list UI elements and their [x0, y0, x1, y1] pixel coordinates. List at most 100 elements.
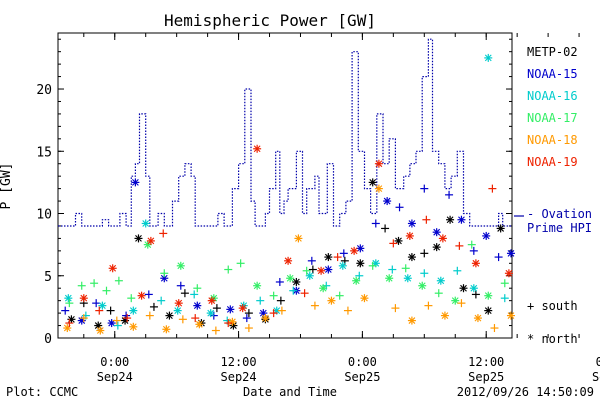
y-tick-label: 5: [44, 270, 52, 285]
legend-south-note: + south: [527, 299, 578, 313]
data-point-noaa-19: [95, 306, 104, 315]
data-point-noaa-17: [102, 286, 111, 295]
data-point-noaa-17: [368, 261, 377, 270]
data-point-noaa-19: [300, 289, 309, 298]
data-point-metp-02: [106, 306, 115, 315]
point-stroke: [98, 302, 106, 310]
data-point-noaa-15: [407, 219, 416, 228]
data-point-noaa-15: [275, 277, 284, 286]
data-point-noaa-18: [244, 324, 253, 333]
point-stroke: [286, 274, 294, 282]
data-point-noaa-19: [374, 159, 383, 168]
data-point-noaa-16: [256, 296, 265, 305]
point-stroke: [306, 272, 314, 280]
data-point-metp-02: [496, 224, 505, 233]
data-point-noaa-16: [289, 286, 298, 295]
data-point-noaa-16: [64, 294, 73, 303]
point-stroke: [484, 307, 492, 315]
point-stroke: [109, 264, 117, 272]
data-point-noaa-17: [418, 281, 427, 290]
point-stroke: [129, 307, 137, 315]
data-point-metp-02: [244, 309, 253, 318]
point-stroke: [458, 216, 465, 224]
data-point-noaa-18: [457, 299, 466, 308]
data-point-noaa-19: [317, 266, 326, 275]
point-stroke: [324, 266, 332, 273]
data-point-noaa-15: [144, 290, 153, 299]
point-stroke: [482, 232, 490, 240]
x-tick-label-time: 0:00: [348, 355, 377, 369]
data-point-metp-02: [368, 178, 377, 187]
data-point-noaa-19: [284, 256, 293, 265]
data-point-noaa-15: [176, 281, 185, 290]
footer-timestamp: 2012/09/26 14:50:09: [457, 385, 594, 399]
point-stroke: [295, 235, 302, 242]
x-tick-label-date: Sep26: [592, 370, 600, 384]
data-point-noaa-18: [424, 301, 433, 310]
data-point-noaa-18: [178, 315, 187, 324]
data-point-noaa-18: [374, 184, 383, 193]
point-stroke: [339, 262, 347, 270]
point-stroke: [94, 322, 102, 329]
x-tick-label-date: Sep24: [221, 370, 257, 384]
data-point-noaa-15: [383, 197, 392, 206]
legend-north-note: * north: [527, 332, 578, 346]
data-point-noaa-19: [504, 269, 513, 278]
points-layer: [61, 53, 515, 335]
y-tick-label: 20: [36, 83, 52, 98]
data-point-metp-02: [324, 253, 333, 262]
point-stroke: [230, 322, 237, 329]
data-point-noaa-19: [488, 184, 497, 193]
data-point-noaa-16: [355, 271, 364, 280]
data-point-noaa-18: [63, 324, 72, 333]
point-stroke: [507, 249, 515, 257]
data-point-noaa-16: [305, 271, 314, 280]
data-point-noaa-19: [405, 231, 414, 240]
point-stroke: [441, 312, 449, 319]
data-point-noaa-19: [65, 319, 74, 328]
x-tick-label-time: 12:00: [221, 355, 257, 369]
x-axis-label: Date and Time: [243, 385, 337, 399]
point-stroke: [239, 304, 247, 312]
data-point-metp-02: [420, 249, 429, 258]
data-point-noaa-16: [173, 306, 182, 315]
data-point-noaa-18: [195, 320, 204, 329]
data-point-metp-02: [356, 259, 365, 268]
data-point-noaa-15: [457, 215, 466, 224]
legend: METP-02 NOAA-15 NOAA-16 NOAA-17 NOAA-18 NOAA-…: [527, 45, 578, 169]
point-stroke: [138, 292, 145, 300]
data-point-noaa-19: [224, 319, 233, 328]
data-point-metp-02: [407, 253, 416, 262]
data-point-noaa-16: [113, 321, 122, 330]
data-point-noaa-19: [146, 236, 155, 245]
x-tick-label-date: Sep24: [97, 370, 133, 384]
data-point-noaa-18: [96, 326, 105, 335]
data-point-metp-02: [471, 290, 480, 299]
data-point-noaa-16: [129, 306, 138, 315]
point-stroke: [193, 302, 201, 310]
point-stroke: [437, 277, 445, 285]
data-point-noaa-19: [79, 294, 88, 303]
data-point-noaa-15: [445, 190, 454, 199]
y-axis-label: P [GW]: [0, 163, 14, 210]
data-point-noaa-15: [420, 184, 429, 193]
data-point-metp-02: [180, 289, 189, 298]
data-point-noaa-17: [160, 269, 169, 278]
data-point-noaa-17: [500, 279, 509, 288]
point-stroke: [451, 297, 459, 305]
legend-item-noaa-16: NOAA-16: [527, 89, 578, 103]
data-point-noaa-19: [253, 144, 262, 153]
point-stroke: [356, 259, 364, 267]
data-point-noaa-19: [137, 291, 146, 300]
data-point-noaa-18: [343, 306, 352, 315]
data-point-noaa-17: [90, 279, 99, 288]
data-point-noaa-18: [310, 301, 319, 310]
data-point-metp-02: [381, 224, 390, 233]
point-stroke: [350, 247, 358, 255]
data-point-noaa-19: [191, 314, 200, 323]
point-stroke: [375, 185, 383, 193]
data-point-noaa-19: [350, 246, 359, 255]
data-point-metp-02: [308, 265, 317, 274]
